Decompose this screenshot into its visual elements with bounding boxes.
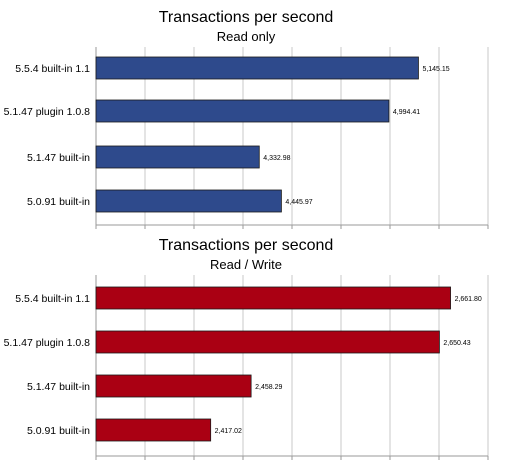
data-label: 4,332.98 xyxy=(263,155,290,162)
chart-panel-read-only: Transactions per second Read only 5.5.4 … xyxy=(4,9,489,229)
bar xyxy=(95,99,390,123)
plot-area: 5.5.4 built-in 1.1 2,661.80 5.1.47 plugin … xyxy=(4,275,489,460)
category-label: 5.1.47 built-in xyxy=(27,381,90,393)
data-label: 4,445.97 xyxy=(285,199,312,206)
category-label: 5.1.47 plugin 1.0.8 xyxy=(4,106,91,118)
category-label: 5.0.91 built-in xyxy=(27,196,90,208)
data-label: 2,458.29 xyxy=(255,384,282,391)
data-label: 4,994.41 xyxy=(393,109,420,116)
data-label: 2,650.43 xyxy=(443,340,470,347)
bar xyxy=(95,330,440,354)
data-label: 2,417.02 xyxy=(215,428,242,435)
chart-subtitle: Read only xyxy=(217,29,276,44)
data-label: 2,661.80 xyxy=(455,296,482,303)
bar xyxy=(95,56,419,80)
bar xyxy=(95,189,282,213)
category-label: 5.0.91 built-in xyxy=(27,425,90,437)
plot-area: 5.5.4 built-in 1.1 5,145.15 5.1.47 plugin … xyxy=(4,47,489,229)
chart-panel-read-write: Transactions per second Read / Write 5.5… xyxy=(4,237,489,460)
chart-title: Transactions per second xyxy=(159,9,334,26)
chart-title: Transactions per second xyxy=(159,237,334,254)
chart-subtitle: Read / Write xyxy=(210,257,282,272)
bar xyxy=(95,286,451,310)
bar xyxy=(95,374,252,398)
bar xyxy=(95,145,260,169)
category-label: 5.5.4 built-in 1.1 xyxy=(15,63,90,75)
bar xyxy=(95,418,212,442)
category-label: 5.1.47 plugin 1.0.8 xyxy=(4,337,91,349)
category-label: 5.5.4 built-in 1.1 xyxy=(15,293,90,305)
data-label: 5,145.15 xyxy=(422,66,449,73)
category-label: 5.1.47 built-in xyxy=(27,152,90,164)
